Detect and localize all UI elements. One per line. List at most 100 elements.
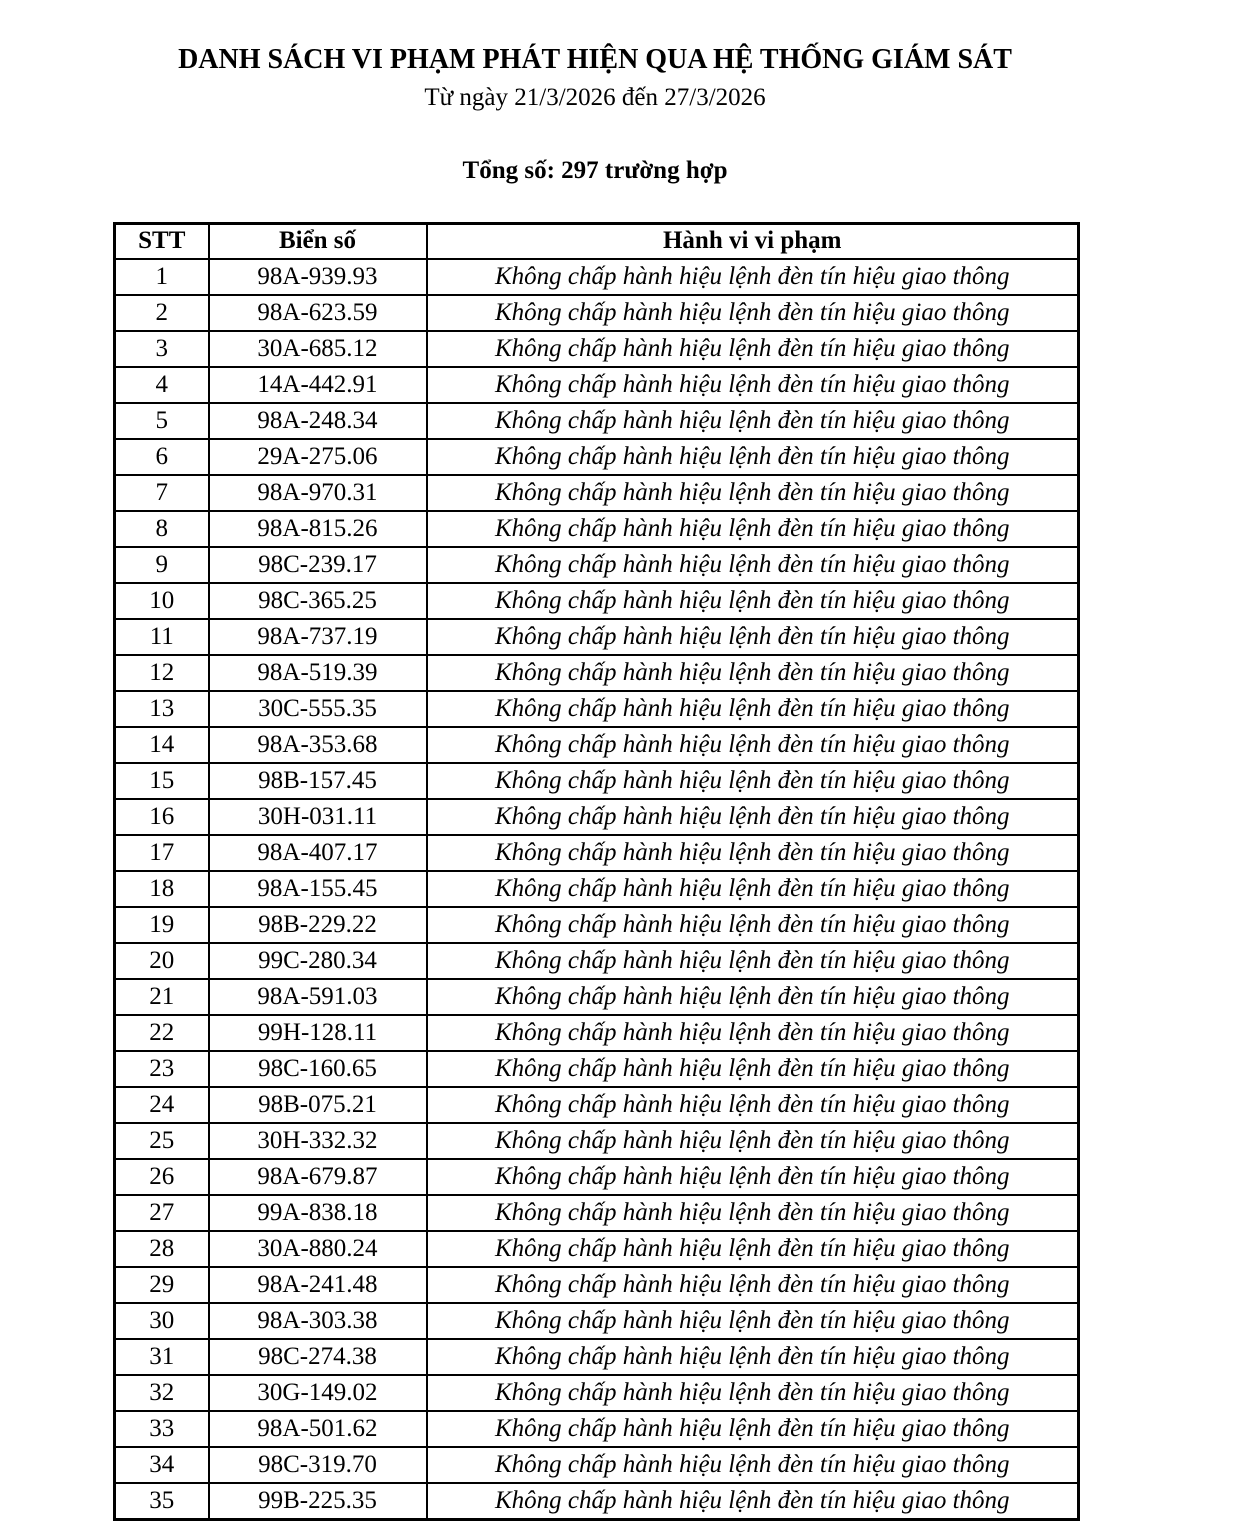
row-plate: 98A-155.45	[207, 869, 428, 908]
table-row: 31 98C-274.38 Không chấp hành hiệu lệnh đè…	[113, 1337, 1080, 1376]
row-violation: Không chấp hành hiệu lệnh đèn tín hiệu g…	[425, 617, 1080, 656]
row-plate: 30G-149.02	[207, 1373, 428, 1412]
row-stt: 34	[113, 1445, 210, 1484]
row-stt: 3	[113, 329, 210, 368]
row-stt: 18	[113, 869, 210, 908]
row-plate: 98B-075.21	[207, 1085, 428, 1124]
row-stt: 28	[113, 1229, 210, 1268]
row-violation: Không chấp hành hiệu lệnh đèn tín hiệu g…	[425, 653, 1080, 692]
row-stt: 32	[113, 1373, 210, 1412]
table-row: 29 98A-241.48 Không chấp hành hiệu lệnh đè…	[113, 1265, 1080, 1304]
table-row: 35 99B-225.35 Không chấp hành hiệu lệnh đè…	[113, 1481, 1080, 1521]
table-row: 21 98A-591.03 Không chấp hành hiệu lệnh đè…	[113, 977, 1080, 1016]
row-plate: 98A-623.59	[207, 293, 428, 332]
row-violation: Không chấp hành hiệu lệnh đèn tín hiệu g…	[425, 689, 1080, 728]
row-plate: 14A-442.91	[207, 365, 428, 404]
table-row: 23 98C-160.65 Không chấp hành hiệu lệnh đè…	[113, 1049, 1080, 1088]
table-body: 1 98A-939.93 Không chấp hành hiệu lệnh đèn…	[113, 257, 1080, 1521]
row-violation: Không chấp hành hiệu lệnh đèn tín hiệu g…	[425, 329, 1080, 368]
row-stt: 33	[113, 1409, 210, 1448]
row-plate: 98C-239.17	[207, 545, 428, 584]
table-row: 2 98A-623.59 Không chấp hành hiệu lệnh đèn…	[113, 293, 1080, 332]
row-stt: 7	[113, 473, 210, 512]
row-plate: 98A-519.39	[207, 653, 428, 692]
row-stt: 16	[113, 797, 210, 836]
table-row: 15 98B-157.45 Không chấp hành hiệu lệnh đè…	[113, 761, 1080, 800]
row-violation: Không chấp hành hiệu lệnh đèn tín hiệu g…	[425, 1301, 1080, 1340]
row-violation: Không chấp hành hiệu lệnh đèn tín hiệu g…	[425, 1373, 1080, 1412]
row-plate: 98A-679.87	[207, 1157, 428, 1196]
table-row: 18 98A-155.45 Không chấp hành hiệu lệnh đè…	[113, 869, 1080, 908]
row-violation: Không chấp hành hiệu lệnh đèn tín hiệu g…	[425, 401, 1080, 440]
row-plate: 98C-160.65	[207, 1049, 428, 1088]
row-violation: Không chấp hành hiệu lệnh đèn tín hiệu g…	[425, 1409, 1080, 1448]
row-stt: 1	[113, 257, 210, 296]
row-violation: Không chấp hành hiệu lệnh đèn tín hiệu g…	[425, 473, 1080, 512]
row-stt: 12	[113, 653, 210, 692]
row-plate: 99H-128.11	[207, 1013, 428, 1052]
row-plate: 98A-248.34	[207, 401, 428, 440]
document-content: DANH SÁCH VI PHẠM PHÁT HIỆN QUA HỆ THỐNG…	[113, 0, 1080, 1521]
row-stt: 20	[113, 941, 210, 980]
row-violation: Không chấp hành hiệu lệnh đèn tín hiệu g…	[425, 1337, 1080, 1376]
table-row: 32 30G-149.02 Không chấp hành hiệu lệnh đè…	[113, 1373, 1080, 1412]
row-violation: Không chấp hành hiệu lệnh đèn tín hiệu g…	[425, 1085, 1080, 1124]
row-violation: Không chấp hành hiệu lệnh đèn tín hiệu g…	[425, 761, 1080, 800]
row-plate: 98B-157.45	[207, 761, 428, 800]
page-title: DANH SÁCH VI PHẠM PHÁT HIỆN QUA HỆ THỐNG…	[178, 44, 1012, 75]
table-row: 17 98A-407.17 Không chấp hành hiệu lệnh đè…	[113, 833, 1080, 872]
row-plate: 30C-555.35	[207, 689, 428, 728]
row-violation: Không chấp hành hiệu lệnh đèn tín hiệu g…	[425, 545, 1080, 584]
row-stt: 30	[113, 1301, 210, 1340]
row-plate: 98C-319.70	[207, 1445, 428, 1484]
row-violation: Không chấp hành hiệu lệnh đèn tín hiệu g…	[425, 1445, 1080, 1484]
row-stt: 9	[113, 545, 210, 584]
row-plate: 98A-303.38	[207, 1301, 428, 1340]
table-row: 20 99C-280.34 Không chấp hành hiệu lệnh đè…	[113, 941, 1080, 980]
table-row: 6 29A-275.06 Không chấp hành hiệu lệnh đèn…	[113, 437, 1080, 476]
row-violation: Không chấp hành hiệu lệnh đèn tín hiệu g…	[425, 1481, 1080, 1521]
row-stt: 14	[113, 725, 210, 764]
row-plate: 98B-229.22	[207, 905, 428, 944]
row-plate: 98A-591.03	[207, 977, 428, 1016]
row-violation: Không chấp hành hiệu lệnh đèn tín hiệu g…	[425, 1229, 1080, 1268]
row-violation: Không chấp hành hiệu lệnh đèn tín hiệu g…	[425, 293, 1080, 332]
row-stt: 11	[113, 617, 210, 656]
row-plate: 98A-407.17	[207, 833, 428, 872]
date-range: Từ ngày 21/3/2026 đến 27/3/2026	[424, 84, 766, 112]
row-stt: 2	[113, 293, 210, 332]
table-row: 28 30A-880.24 Không chấp hành hiệu lệnh đè…	[113, 1229, 1080, 1268]
table-row: 4 14A-442.91 Không chấp hành hiệu lệnh đèn…	[113, 365, 1080, 404]
row-violation: Không chấp hành hiệu lệnh đèn tín hiệu g…	[425, 1013, 1080, 1052]
row-stt: 22	[113, 1013, 210, 1052]
row-violation: Không chấp hành hiệu lệnh đèn tín hiệu g…	[425, 581, 1080, 620]
row-plate: 98A-970.31	[207, 473, 428, 512]
row-violation: Không chấp hành hiệu lệnh đèn tín hiệu g…	[425, 257, 1080, 296]
row-stt: 13	[113, 689, 210, 728]
table-row: 11 98A-737.19 Không chấp hành hiệu lệnh đè…	[113, 617, 1080, 656]
table-row: 7 98A-970.31 Không chấp hành hiệu lệnh đèn…	[113, 473, 1080, 512]
row-stt: 4	[113, 365, 210, 404]
row-stt: 27	[113, 1193, 210, 1232]
row-stt: 25	[113, 1121, 210, 1160]
row-stt: 26	[113, 1157, 210, 1196]
row-violation: Không chấp hành hiệu lệnh đèn tín hiệu g…	[425, 977, 1080, 1016]
row-plate: 99B-225.35	[207, 1481, 428, 1521]
row-plate: 29A-275.06	[207, 437, 428, 476]
table-row: 30 98A-303.38 Không chấp hành hiệu lệnh đè…	[113, 1301, 1080, 1340]
row-plate: 98A-501.62	[207, 1409, 428, 1448]
total-count: Tổng số: 297 trường hợp	[462, 156, 728, 184]
row-violation: Không chấp hành hiệu lệnh đèn tín hiệu g…	[425, 725, 1080, 764]
row-violation: Không chấp hành hiệu lệnh đèn tín hiệu g…	[425, 905, 1080, 944]
table-header-row: STT Biển số Hành vi vi phạm	[113, 222, 1080, 260]
row-plate: 30H-332.32	[207, 1121, 428, 1160]
table-row: 1 98A-939.93 Không chấp hành hiệu lệnh đèn…	[113, 257, 1080, 296]
row-violation: Không chấp hành hiệu lệnh đèn tín hiệu g…	[425, 833, 1080, 872]
row-stt: 8	[113, 509, 210, 548]
row-violation: Không chấp hành hiệu lệnh đèn tín hiệu g…	[425, 365, 1080, 404]
row-stt: 15	[113, 761, 210, 800]
table-row: 25 30H-332.32 Không chấp hành hiệu lệnh đè…	[113, 1121, 1080, 1160]
table-row: 33 98A-501.62 Không chấp hành hiệu lệnh đè…	[113, 1409, 1080, 1448]
row-violation: Không chấp hành hiệu lệnh đèn tín hiệu g…	[425, 869, 1080, 908]
table-row: 13 30C-555.35 Không chấp hành hiệu lệnh đè…	[113, 689, 1080, 728]
